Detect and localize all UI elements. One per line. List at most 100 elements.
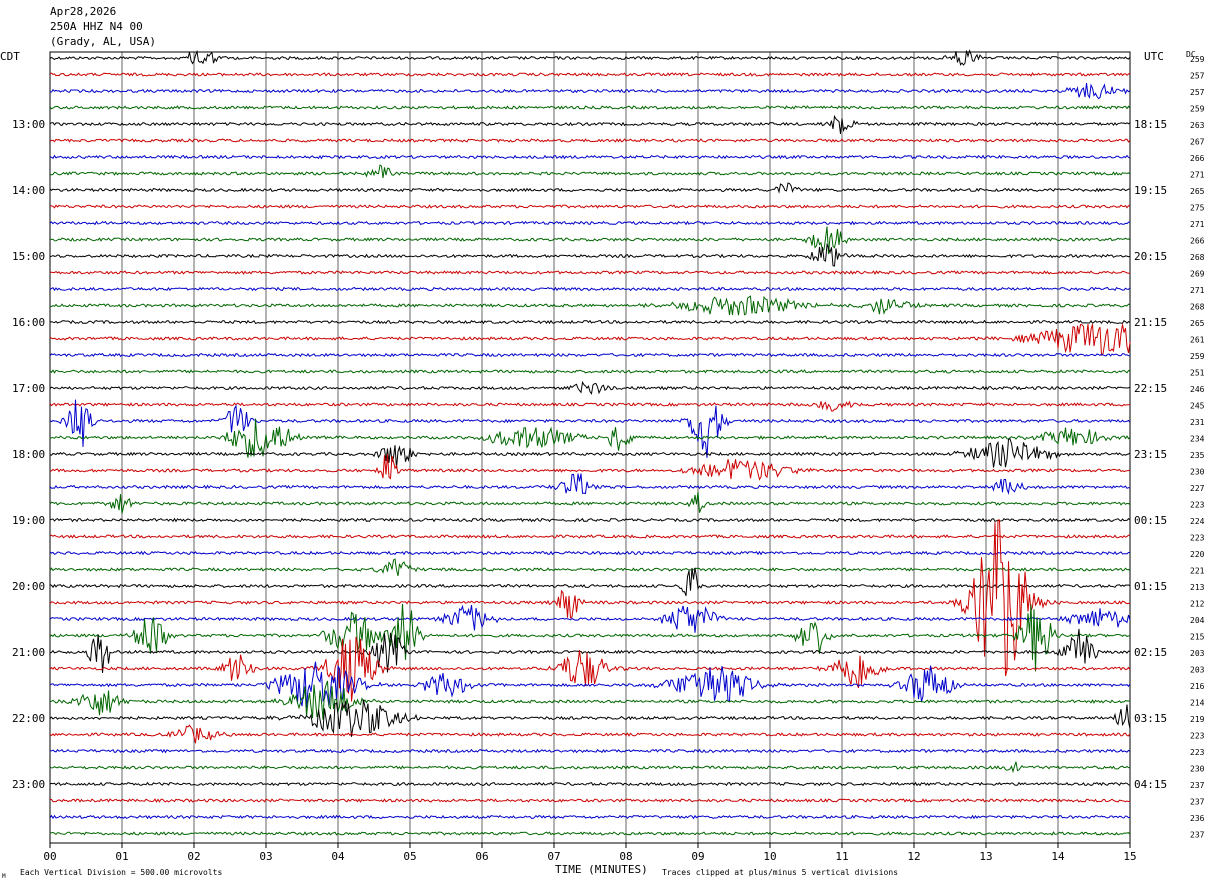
right-timezone-label: UTC	[1144, 50, 1164, 63]
right-hour-label: 19:15	[1134, 184, 1167, 197]
trace-line	[49, 661, 1131, 709]
trace-line	[49, 567, 1131, 596]
x-tick-label: 04	[331, 850, 345, 863]
x-tick-label: 06	[475, 850, 488, 863]
x-tick-label: 07	[547, 850, 560, 863]
left-hour-label: 19:00	[12, 514, 45, 527]
dc-offset-value: 271	[1190, 171, 1205, 180]
dc-offset-value: 227	[1190, 484, 1205, 493]
dc-offset-value: 257	[1190, 88, 1205, 97]
clip-note: Traces clipped at plus/minus 5 vertical …	[662, 868, 898, 877]
corner-mark: M	[2, 873, 6, 880]
dc-offset-value: 216	[1190, 682, 1205, 691]
trace-line	[49, 534, 1131, 539]
scale-note: Each Vertical Division = 500.00 microvol…	[20, 868, 222, 877]
trace-line	[49, 319, 1131, 325]
left-timezone-label: CDT	[0, 50, 20, 63]
dc-offset-value: 221	[1190, 567, 1205, 576]
trace-line	[49, 680, 1131, 720]
right-hour-label: 01:15	[1134, 580, 1167, 593]
trace-line	[49, 628, 1131, 673]
dc-offset-value: 223	[1190, 501, 1205, 510]
right-hour-label: 21:15	[1134, 316, 1167, 329]
left-hour-label: 17:00	[12, 382, 45, 395]
trace-line	[49, 243, 1131, 267]
trace-line	[49, 550, 1131, 556]
x-tick-label: 11	[835, 850, 848, 863]
dc-offset-value: 265	[1190, 187, 1205, 196]
x-tick-label: 03	[259, 850, 272, 863]
dc-offset-value: 204	[1190, 616, 1205, 625]
trace-line	[49, 399, 1131, 458]
trace-line	[49, 798, 1131, 803]
dc-offset-value: 237	[1190, 831, 1205, 840]
station-location: (Grady, AL, USA)	[50, 35, 156, 48]
x-axis-title: TIME (MINUTES)	[555, 863, 648, 876]
trace-line	[49, 453, 1131, 481]
dc-offset-value: 268	[1190, 303, 1205, 312]
station-code: 250A HHZ N4 00	[50, 20, 143, 33]
trace-line	[49, 323, 1131, 357]
right-hour-label: 00:15	[1134, 514, 1167, 527]
plot-frame	[49, 51, 1131, 844]
x-tick-label: 13	[979, 850, 992, 863]
left-hour-label: 18:00	[12, 448, 45, 461]
left-hour-label: 14:00	[12, 184, 45, 197]
trace-line	[49, 380, 1131, 395]
dc-offset-value: 266	[1190, 154, 1205, 163]
dc-offset-value: 265	[1190, 319, 1205, 328]
dc-offset-value: 267	[1190, 138, 1205, 147]
dc-offset-value: 246	[1190, 385, 1205, 394]
right-hour-label: 02:15	[1134, 646, 1167, 659]
left-hour-label: 21:00	[12, 646, 45, 659]
dc-offset-value: 231	[1190, 418, 1205, 427]
dc-offset-value: 271	[1190, 286, 1205, 295]
dc-offset-value: 213	[1190, 583, 1205, 592]
dc-offset-value: 219	[1190, 715, 1205, 724]
dc-offset-value: 261	[1190, 336, 1205, 345]
plot-date: Apr28,2026	[50, 5, 116, 18]
trace-line	[49, 154, 1131, 160]
trace-line	[49, 558, 1131, 577]
trace-line	[49, 473, 1131, 495]
trace-line	[49, 781, 1131, 787]
x-tick-label: 02	[187, 850, 200, 863]
trace-line	[49, 114, 1131, 134]
left-hour-label: 22:00	[12, 712, 45, 725]
dc-offset-value: 236	[1190, 814, 1205, 823]
left-hour-label: 15:00	[12, 250, 45, 263]
x-tick-label: 05	[403, 850, 416, 863]
trace-line	[49, 604, 1131, 633]
trace-line	[49, 699, 1131, 737]
dc-offset-value: 212	[1190, 600, 1205, 609]
dc-offset-value: 214	[1190, 699, 1205, 708]
left-hour-labels: 13:00 14:00 15:00 16:00 17:00 18:00 19:00 20:00…	[12, 118, 45, 791]
dc-offset-value: 237	[1190, 781, 1205, 790]
dc-offset-value: 266	[1190, 237, 1205, 246]
dc-offset-value: 234	[1190, 435, 1205, 444]
trace-line	[49, 418, 1131, 458]
trace-line	[49, 761, 1130, 774]
trace-line	[49, 491, 1131, 514]
dc-offset-value: 251	[1190, 369, 1205, 378]
trace-line	[49, 400, 1131, 412]
trace-line	[49, 138, 1131, 143]
trace-line	[49, 286, 1131, 292]
dc-offset-value: 230	[1190, 468, 1205, 477]
trace-line	[49, 603, 1131, 672]
trace-line	[49, 517, 1131, 523]
dc-offset-value: 203	[1190, 666, 1205, 675]
dc-offset-value: 263	[1190, 121, 1205, 130]
dc-offset-labels: 259 257 257 259 263 267 266 271 265 275 271 266 268 2…	[1190, 55, 1205, 840]
dc-offset-value: 203	[1190, 649, 1205, 658]
trace-line	[49, 72, 1131, 77]
dc-offset-value: 257	[1190, 72, 1205, 81]
right-hour-label: 18:15	[1134, 118, 1167, 131]
trace-line	[50, 226, 1131, 254]
dc-offset-value: 220	[1190, 550, 1205, 559]
left-hour-label: 23:00	[12, 778, 45, 791]
trace-line	[49, 519, 1131, 677]
dc-offset-value: 259	[1190, 55, 1205, 64]
dc-offset-value: 245	[1190, 402, 1205, 411]
